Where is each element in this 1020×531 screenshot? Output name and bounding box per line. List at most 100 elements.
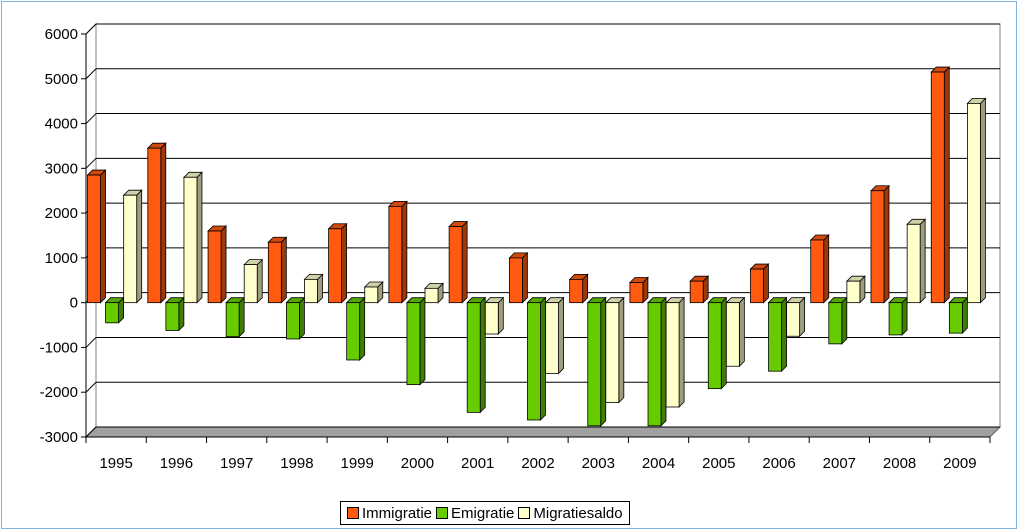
x-tick-label: 2005 — [702, 455, 735, 472]
legend-label: Migratiesaldo — [533, 504, 623, 522]
x-tick-label: 2002 — [521, 455, 554, 472]
bar-side — [280, 236, 287, 304]
bar-side — [521, 251, 528, 304]
bar-side — [359, 296, 366, 361]
bar-side — [823, 234, 830, 304]
bar-side — [220, 225, 227, 304]
bar-side — [618, 296, 625, 404]
bar — [810, 239, 825, 304]
bar — [707, 302, 722, 390]
bar — [183, 176, 198, 304]
bar-side — [678, 296, 685, 408]
bar — [286, 302, 300, 340]
bar-side — [497, 296, 504, 335]
y-tick-label: 0 — [70, 295, 78, 312]
x-tick-label: 2009 — [943, 455, 976, 472]
x-tick-label: 1996 — [160, 455, 193, 472]
bar — [388, 205, 403, 304]
bar-side — [600, 296, 607, 427]
bar — [346, 302, 361, 361]
legend-label: Emigratie — [451, 504, 515, 522]
bar — [605, 302, 620, 403]
bar — [406, 302, 421, 386]
bar-side — [720, 296, 727, 390]
gridline-side — [85, 68, 97, 80]
gridline-side — [85, 426, 97, 438]
y-tick-label: 6000 — [45, 26, 78, 43]
bar-side — [943, 66, 950, 304]
bar — [629, 282, 644, 304]
y-tick-label: 2000 — [45, 205, 78, 222]
bar — [484, 302, 499, 335]
legend-swatch — [347, 507, 359, 519]
bar — [243, 264, 258, 304]
y-tick-label: 1000 — [45, 250, 78, 267]
legend-item: Emigratie — [436, 505, 514, 522]
bar-side — [841, 296, 848, 345]
bar — [786, 302, 801, 337]
bar — [508, 257, 523, 304]
legend-swatch — [436, 507, 449, 519]
bar-side — [160, 142, 167, 304]
bar-side — [256, 258, 263, 304]
bar — [665, 302, 680, 408]
bar — [105, 302, 120, 324]
bar — [87, 174, 101, 304]
bar-side — [540, 296, 546, 421]
bar-side — [479, 296, 486, 414]
bar-side — [341, 222, 347, 304]
bar-side — [763, 263, 769, 304]
bar-side — [558, 296, 564, 375]
bar — [569, 278, 584, 304]
x-tick-label: 1997 — [220, 455, 253, 472]
gridline-side — [85, 381, 97, 393]
bar — [750, 268, 764, 304]
x-tick-label: 2000 — [401, 455, 434, 472]
bar-side — [738, 296, 745, 368]
y-tick-label: 5000 — [45, 71, 78, 88]
bar — [328, 228, 342, 304]
bar — [424, 287, 439, 304]
bar — [545, 302, 559, 374]
bar — [906, 223, 921, 304]
x-tick-label: 2003 — [582, 455, 615, 472]
bar — [828, 302, 843, 345]
gridline-side — [85, 337, 97, 348]
x-tick-label: 2007 — [823, 455, 856, 472]
bar-side — [781, 296, 787, 373]
bar-side — [461, 220, 468, 304]
legend-item: Migratiesaldo — [518, 504, 623, 522]
y-tick-label: 4000 — [45, 116, 78, 133]
bar-side — [961, 296, 968, 335]
x-tick-label: 2001 — [461, 455, 494, 472]
bar — [930, 71, 945, 304]
x-tick-label: 1999 — [341, 455, 374, 472]
bar — [587, 302, 602, 427]
legend-swatch — [518, 507, 531, 519]
bar-side — [196, 171, 203, 304]
bar — [147, 147, 162, 304]
gridline-side — [85, 113, 97, 124]
y-tick-label: 3000 — [45, 160, 78, 177]
gridline-side — [85, 157, 97, 169]
gridline-side — [85, 23, 97, 35]
bar — [689, 280, 704, 304]
x-tick-label: 2006 — [762, 455, 795, 472]
legend-item: Immigratie — [347, 505, 432, 522]
bar-side — [883, 184, 890, 304]
x-tick-label: 1995 — [99, 455, 132, 472]
bar — [225, 302, 240, 338]
bar — [165, 302, 180, 331]
x-tick-label: 2008 — [883, 455, 916, 472]
bar-side — [919, 218, 926, 304]
bar-side — [901, 296, 908, 336]
bar-side — [136, 189, 143, 304]
bar — [846, 280, 861, 304]
bar-side — [178, 296, 185, 332]
bar — [967, 103, 981, 304]
bar — [448, 226, 463, 304]
bar-side — [238, 296, 245, 338]
bar — [267, 241, 282, 304]
